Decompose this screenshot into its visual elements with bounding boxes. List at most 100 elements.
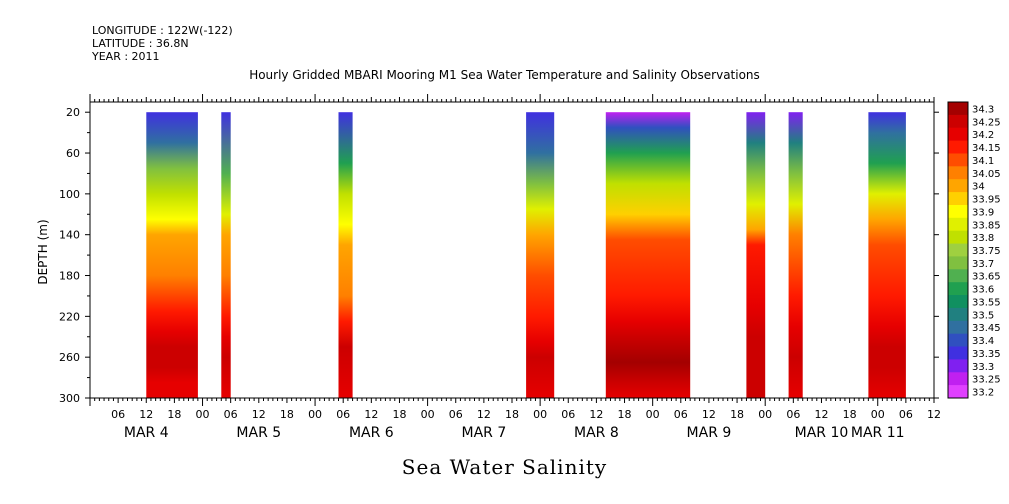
colorbar-label: 34 — [972, 182, 985, 193]
salinity-segment — [221, 112, 231, 398]
y-tick-label: 220 — [59, 310, 80, 323]
colorbar-label: 33.8 — [972, 233, 994, 244]
day-label: MAR 4 — [124, 425, 169, 441]
x-tick-label: 18 — [167, 408, 181, 421]
colorbar-label: 33.7 — [972, 259, 994, 270]
colorbar-swatch — [948, 295, 968, 309]
colorbar-swatch — [948, 140, 968, 154]
x-tick-label: 12 — [927, 408, 941, 421]
colorbar-label: 33.75 — [972, 246, 1001, 257]
day-label: MAR 5 — [236, 425, 281, 441]
x-tick-label: 00 — [308, 408, 322, 421]
colorbar-swatch — [948, 102, 968, 116]
colorbar-label: 33.3 — [972, 362, 994, 373]
latitude-label: LATITUDE : 36.8N — [92, 37, 189, 50]
colorbar-swatch — [948, 127, 968, 141]
colorbar-swatch — [948, 282, 968, 296]
x-tick-label: 12 — [702, 408, 716, 421]
day-label: MAR 8 — [574, 425, 619, 441]
salinity-segment — [605, 112, 691, 398]
y-tick-label: 260 — [59, 351, 80, 364]
x-tick-label: 06 — [111, 408, 125, 421]
colorbar-label: 33.9 — [972, 207, 994, 218]
chart-title: Hourly Gridded MBARI Mooring M1 Sea Wate… — [249, 68, 760, 82]
y-tick-label: 100 — [59, 188, 80, 201]
colorbar-label: 33.95 — [972, 195, 1001, 206]
colorbar-swatch — [948, 269, 968, 283]
y-tick-label: 20 — [66, 106, 80, 119]
colorbar-swatch — [948, 243, 968, 257]
x-tick-label: 18 — [730, 408, 744, 421]
x-tick-label: 18 — [392, 408, 406, 421]
salinity-segment — [868, 112, 906, 398]
colorbar-swatch — [948, 372, 968, 386]
x-tick-label: 00 — [758, 408, 772, 421]
colorbar-frame — [947, 101, 969, 399]
x-tick-label: 12 — [252, 408, 266, 421]
plot-frame — [89, 101, 935, 399]
x-tick-label: 18 — [618, 408, 632, 421]
longitude-label: LONGITUDE : 122W(-122) — [92, 24, 233, 37]
colorbar-label: 33.25 — [972, 375, 1001, 386]
x-tick-label: 00 — [646, 408, 660, 421]
salinity-segment — [788, 112, 803, 398]
x-tick-label: 06 — [561, 408, 575, 421]
colorbar-label: 33.6 — [972, 285, 994, 296]
year-label: YEAR : 2011 — [92, 50, 160, 63]
x-tick-label: 12 — [139, 408, 153, 421]
y-tick-label: 180 — [59, 270, 80, 283]
day-label: MAR 9 — [687, 425, 732, 441]
y-tick-label: 300 — [59, 392, 80, 405]
x-tick-label: 18 — [505, 408, 519, 421]
x-tick-label: 06 — [899, 408, 913, 421]
x-tick-label: 06 — [674, 408, 688, 421]
colorbar-label: 33.65 — [972, 272, 1001, 283]
day-label: MAR 6 — [349, 425, 394, 441]
x-tick-label: 00 — [533, 408, 547, 421]
colorbar-swatch — [948, 359, 968, 373]
colorbar-swatch — [948, 192, 968, 206]
colorbar-swatch — [948, 217, 968, 232]
y-tick-label: 140 — [59, 229, 80, 242]
salinity-segment — [338, 112, 353, 398]
salinity-segment — [746, 112, 766, 398]
x-tick-label: 12 — [477, 408, 491, 421]
x-tick-label: 00 — [196, 408, 210, 421]
colorbar-swatch — [948, 307, 968, 322]
colorbar-swatch — [948, 333, 968, 347]
colorbar-swatch — [948, 256, 968, 270]
colorbar-label: 34.15 — [972, 143, 1001, 154]
colorbar-swatch — [948, 114, 968, 129]
colorbar-swatch — [948, 166, 968, 180]
colorbar-label: 33.4 — [972, 336, 994, 347]
x-tick-label: 06 — [786, 408, 800, 421]
colorbar-swatch — [948, 320, 968, 335]
colorbar-swatch — [948, 346, 968, 360]
x-tick-label: 12 — [364, 408, 378, 421]
colorbar-swatch — [948, 179, 968, 193]
y-tick-label: 60 — [66, 147, 80, 160]
colorbar-label: 34.25 — [972, 117, 1001, 128]
colorbar-label: 33.85 — [972, 220, 1001, 231]
x-tick-label: 00 — [421, 408, 435, 421]
colorbar-label: 33.45 — [972, 323, 1001, 334]
x-tick-label: 06 — [224, 408, 238, 421]
colorbar-swatch — [948, 153, 968, 167]
day-label: MAR 7 — [461, 425, 506, 441]
day-label: MAR 10 — [795, 425, 849, 441]
x-tick-label: 12 — [814, 408, 828, 421]
colorbar-label: 33.2 — [972, 388, 994, 399]
day-label: MAR 11 — [851, 425, 905, 441]
colorbar-label: 34.2 — [972, 130, 994, 141]
colorbar-swatch — [948, 385, 968, 399]
y-axis-label: DEPTH (m) — [36, 219, 50, 284]
x-tick-label: 18 — [280, 408, 294, 421]
x-tick-label: 06 — [336, 408, 350, 421]
colorbar-swatch — [948, 205, 968, 219]
x-tick-label: 12 — [589, 408, 603, 421]
salinity-segment — [526, 112, 555, 398]
x-tick-label: 18 — [843, 408, 857, 421]
colorbar-swatch — [948, 230, 968, 244]
